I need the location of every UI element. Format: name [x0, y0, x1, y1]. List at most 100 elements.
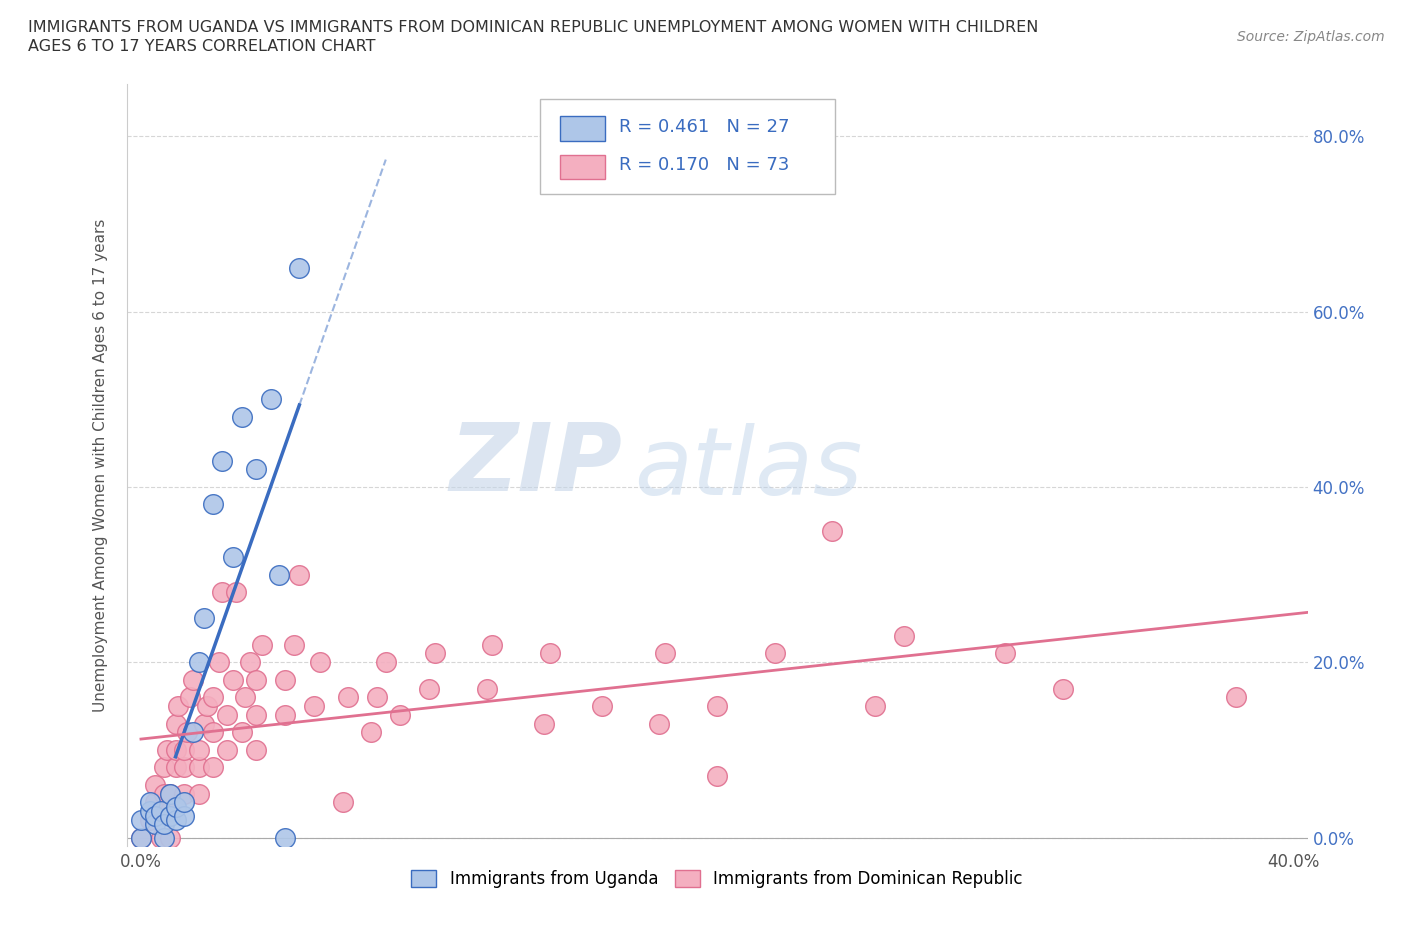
Point: [250, 637, 273, 652]
Point: [153, 804, 176, 818]
Point: [245, 462, 267, 477]
Point: [181, 672, 204, 687]
Point: [274, 708, 297, 723]
Point: [591, 698, 613, 713]
Point: [337, 690, 360, 705]
Point: [187, 760, 209, 775]
Point: [239, 655, 262, 670]
Text: AGES 6 TO 17 YEARS CORRELATION CHART: AGES 6 TO 17 YEARS CORRELATION CHART: [28, 39, 375, 54]
Point: [173, 795, 195, 810]
Point: [222, 550, 245, 565]
Text: R = 0.170   N = 73: R = 0.170 N = 73: [619, 156, 789, 174]
Point: [389, 708, 412, 723]
Point: [231, 724, 253, 739]
Text: R = 0.461   N = 27: R = 0.461 N = 27: [619, 118, 790, 136]
Point: [423, 646, 446, 661]
Point: [208, 655, 231, 670]
Point: [143, 808, 166, 823]
Point: [159, 808, 181, 823]
Point: [225, 585, 247, 600]
Point: [193, 716, 215, 731]
Point: [259, 392, 281, 406]
Point: [201, 497, 224, 512]
Point: [1225, 690, 1247, 705]
Point: [173, 808, 195, 823]
Point: [143, 777, 166, 792]
Text: atlas: atlas: [634, 423, 863, 514]
Text: Source: ZipAtlas.com: Source: ZipAtlas.com: [1237, 30, 1385, 44]
Point: [195, 698, 218, 713]
Point: [153, 760, 176, 775]
Point: [418, 681, 440, 696]
Point: [201, 724, 224, 739]
Point: [245, 708, 267, 723]
Point: [211, 453, 233, 468]
Point: [211, 585, 233, 600]
Point: [475, 681, 498, 696]
Point: [533, 716, 555, 731]
Point: [245, 742, 267, 757]
Point: [173, 760, 195, 775]
Point: [538, 646, 561, 661]
Point: [138, 804, 160, 818]
Point: [159, 786, 181, 801]
Point: [143, 817, 166, 831]
Point: [187, 655, 209, 670]
Point: [269, 567, 291, 582]
Point: [165, 716, 187, 731]
Point: [159, 830, 181, 845]
Point: [274, 672, 297, 687]
Point: [994, 646, 1017, 661]
Point: [153, 830, 176, 845]
Point: [283, 637, 305, 652]
Y-axis label: Unemployment Among Women with Children Ages 6 to 17 years: Unemployment Among Women with Children A…: [93, 219, 108, 711]
Point: [245, 672, 267, 687]
Point: [159, 786, 181, 801]
Point: [821, 524, 844, 538]
Point: [143, 795, 166, 810]
Point: [222, 672, 245, 687]
Point: [193, 611, 215, 626]
Point: [165, 760, 187, 775]
Point: [893, 629, 915, 644]
Point: [366, 690, 388, 705]
Point: [201, 690, 224, 705]
Point: [129, 813, 152, 828]
Text: IMMIGRANTS FROM UGANDA VS IMMIGRANTS FROM DOMINICAN REPUBLIC UNEMPLOYMENT AMONG : IMMIGRANTS FROM UGANDA VS IMMIGRANTS FRO…: [28, 20, 1039, 35]
Point: [360, 724, 382, 739]
Point: [481, 637, 503, 652]
Point: [156, 742, 179, 757]
Text: ZIP: ZIP: [450, 419, 623, 511]
Point: [181, 724, 204, 739]
Point: [159, 804, 181, 818]
Point: [217, 708, 239, 723]
Point: [374, 655, 396, 670]
Point: [165, 742, 187, 757]
Point: [233, 690, 256, 705]
Point: [176, 724, 198, 739]
Point: [288, 567, 311, 582]
Legend: Immigrants from Uganda, Immigrants from Dominican Republic: Immigrants from Uganda, Immigrants from …: [405, 864, 1029, 896]
Point: [706, 769, 728, 784]
Bar: [560, 116, 605, 141]
Point: [654, 646, 676, 661]
Point: [1052, 681, 1074, 696]
Point: [865, 698, 887, 713]
Point: [648, 716, 671, 731]
Point: [129, 830, 152, 845]
Point: [332, 795, 354, 810]
Point: [179, 690, 201, 705]
Point: [165, 813, 187, 828]
Point: [274, 830, 297, 845]
Point: [763, 646, 786, 661]
Point: [153, 786, 176, 801]
Point: [201, 760, 224, 775]
Point: [173, 786, 195, 801]
Point: [138, 813, 160, 828]
Point: [187, 742, 209, 757]
Point: [187, 786, 209, 801]
Point: [706, 698, 728, 713]
Point: [173, 742, 195, 757]
Point: [288, 260, 311, 275]
Bar: [560, 154, 605, 179]
